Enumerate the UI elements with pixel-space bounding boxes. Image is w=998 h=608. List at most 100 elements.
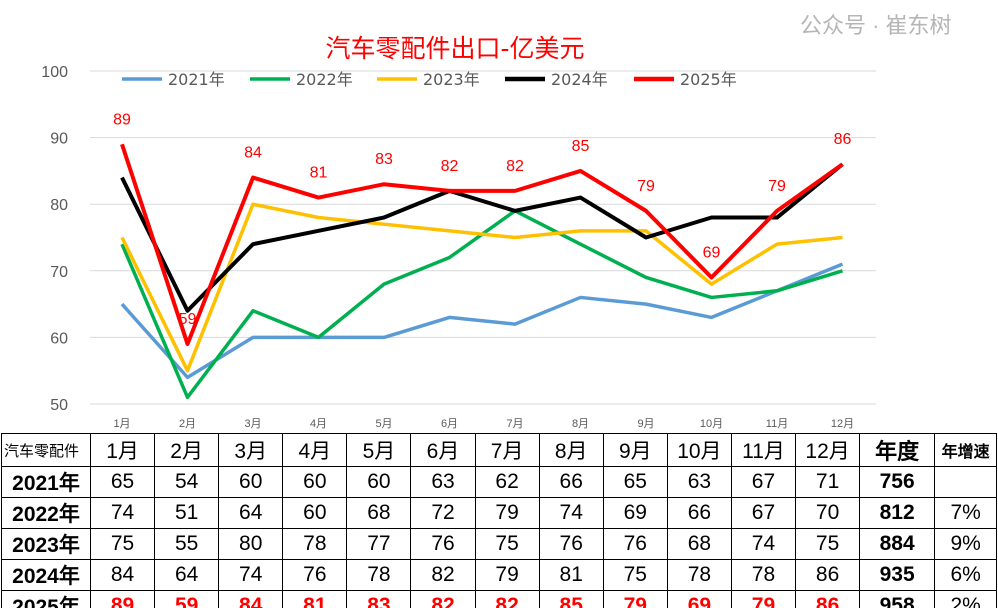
table-cell: 78 [730, 559, 797, 591]
month-header: 7月 [474, 433, 540, 467]
table-cell: 75 [474, 528, 540, 560]
x-tick-label: 4月 [310, 418, 327, 430]
table-cell: 54 [154, 466, 220, 498]
table-cell: 74 [218, 559, 284, 591]
legend-label: 2023年 [423, 70, 480, 89]
table-cell: 69 [666, 590, 732, 608]
table-cell: 80 [218, 528, 284, 560]
data-label: 59 [179, 311, 197, 328]
table-cell: 51 [154, 497, 220, 529]
watermark: 公众号 · 崔东树 [800, 13, 952, 38]
table-cell: 84 [89, 559, 156, 591]
table-cell: 66 [666, 497, 732, 529]
table-cell: 60 [346, 466, 412, 498]
table-cell: 86 [795, 559, 861, 591]
table-cell: 85 [538, 590, 604, 608]
y-tick-label: 100 [41, 64, 68, 81]
series-line-2024年 [120, 162, 844, 313]
table-cell: 74 [730, 528, 797, 560]
row-year: 2021年 [1, 466, 91, 498]
legend-label: 2022年 [296, 70, 353, 89]
table-cell: 81 [282, 590, 348, 608]
table-header-row: 汽车零配件 1月 2月 3月 4月 5月 6月 7月 8月 9月 10月 11月 12月 年度 年增速 [1, 433, 998, 467]
table-cell: 75 [89, 528, 156, 560]
table-cell: 76 [282, 559, 348, 591]
table-cell: 64 [154, 559, 220, 591]
table-cell: 75 [602, 559, 668, 591]
x-tick-label: 10月 [700, 418, 723, 430]
table-cell: 64 [218, 497, 284, 529]
legend-label: 2021年 [168, 70, 225, 89]
table-cell: 65 [89, 466, 156, 498]
table-cell: 65 [602, 466, 668, 498]
table-cell: 63 [410, 466, 476, 498]
row-total: 958 [859, 590, 936, 608]
row-year: 2022年 [1, 497, 91, 529]
growth-header: 年增速 [934, 433, 998, 467]
x-tick-label: 11月 [766, 418, 788, 430]
month-header: 5月 [346, 433, 412, 467]
table-cell: 76 [410, 528, 476, 560]
x-tick-label: 8月 [572, 418, 589, 430]
table-cell: 75 [795, 528, 861, 560]
series-line-2021年 [120, 262, 844, 380]
table-cell: 68 [666, 528, 732, 560]
table-cell: 60 [218, 466, 284, 498]
table-cell: 89 [89, 590, 156, 608]
data-label: 84 [244, 145, 262, 162]
table-corner-header: 汽车零配件 [1, 433, 91, 467]
table-cell: 79 [474, 559, 540, 591]
month-header: 12月 [795, 433, 861, 467]
table-cell: 78 [666, 559, 732, 591]
data-label: 86 [834, 131, 852, 148]
month-header: 8月 [538, 433, 604, 467]
month-header: 2月 [154, 433, 220, 467]
data-label: 81 [310, 165, 328, 182]
table-cell: 84 [218, 590, 284, 608]
month-header: 6月 [410, 433, 476, 467]
data-label: 89 [113, 111, 131, 128]
row-year: 2024年 [1, 559, 91, 591]
table-cell: 78 [346, 559, 412, 591]
row-year: 2023年 [1, 528, 91, 560]
data-label: 79 [768, 178, 786, 195]
x-tick-label: 2月 [179, 418, 196, 430]
y-tick-label: 60 [50, 330, 68, 347]
table-cell: 59 [154, 590, 220, 608]
data-table: 汽车零配件 1月 2月 3月 4月 5月 6月 7月 8月 9月 10月 11月 12月 年度 年增速 202… [1, 433, 998, 608]
table-cell: 60 [282, 497, 348, 529]
y-tick-label: 70 [50, 264, 68, 281]
table-cell: 71 [795, 466, 861, 498]
legend-label: 2025年 [680, 70, 737, 89]
data-label: 85 [572, 138, 590, 155]
x-tick-label: 9月 [637, 418, 654, 430]
table-cell: 79 [730, 590, 797, 608]
x-tick-label: 6月 [441, 418, 458, 430]
table-row: 2022年 74 51 64 60 68 72 79 74 69 66 67 70 812 7% [1, 497, 998, 529]
table-cell: 74 [89, 497, 156, 529]
table-cell: 82 [474, 590, 540, 608]
month-header: 3月 [218, 433, 284, 467]
legend-label: 2024年 [551, 70, 608, 89]
row-total: 812 [859, 497, 936, 529]
table-cell: 74 [538, 497, 604, 529]
table-cell: 67 [730, 497, 797, 529]
table-row: 2023年 75 55 80 78 77 76 75 76 76 68 74 75 884 9% [1, 528, 998, 560]
y-tick-label: 50 [50, 397, 68, 414]
table-cell: 72 [410, 497, 476, 529]
table-cell: 55 [154, 528, 220, 560]
row-growth: 2% [934, 590, 998, 608]
table-cell: 79 [602, 590, 668, 608]
table-row: 2025年 89 59 84 81 83 82 82 85 79 69 79 86 958 2% [1, 590, 998, 608]
row-total: 935 [859, 559, 936, 591]
x-tick-label: 5月 [375, 418, 392, 430]
data-label: 82 [506, 158, 524, 175]
row-growth [934, 466, 998, 498]
table-cell: 66 [538, 466, 604, 498]
y-tick-label: 90 [50, 131, 68, 148]
table-cell: 77 [346, 528, 412, 560]
table-cell: 69 [602, 497, 668, 529]
table-cell: 86 [795, 590, 861, 608]
month-header: 4月 [282, 433, 348, 467]
